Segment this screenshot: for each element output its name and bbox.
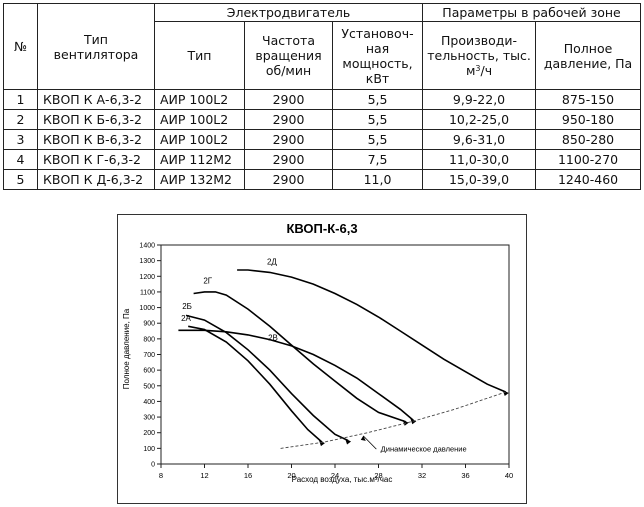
- cell-motor: АИР 132М2: [154, 169, 245, 190]
- header-power: Установоч-ная мощность, кВт: [331, 21, 424, 90]
- annotation-dynamic-pressure: Динамическое давление: [381, 444, 467, 453]
- cell-capacity: 10,2-25,0: [422, 109, 537, 130]
- header-motor-group: Электродвигатель: [153, 3, 424, 22]
- cell-speed: 2900: [244, 149, 333, 170]
- cell-no: 1: [3, 89, 38, 110]
- cell-power: 5,5: [331, 89, 424, 110]
- header-params-group: Параметры в рабочей зоне: [422, 3, 642, 22]
- cell-no: 4: [3, 149, 38, 170]
- header-no: №: [3, 3, 38, 90]
- cell-fan: КВОП К А-6,3-2: [37, 89, 155, 110]
- cell-no: 5: [3, 169, 38, 190]
- cell-power: 11,0: [331, 169, 424, 190]
- series-end-arrow: [318, 440, 325, 447]
- series-label: 2Б: [182, 302, 192, 311]
- series-label: 2Г: [203, 276, 212, 285]
- y-axis-label: Полное давление, Па: [122, 308, 131, 389]
- cell-power: 7,5: [331, 149, 424, 170]
- series-label: 2Д: [267, 258, 277, 267]
- series-line-2Д: [237, 269, 507, 393]
- x-tick-label: 20: [287, 471, 295, 480]
- table-row: 2 КВОП К Б-6,3-2 АИР 100L2 2900 5,5 10,2…: [3, 109, 642, 130]
- cell-capacity: 15,0-39,0: [422, 169, 537, 190]
- cell-motor: АИР 100L2: [154, 89, 245, 110]
- x-tick-label: 28: [374, 471, 382, 480]
- y-tick-label: 200: [143, 430, 155, 437]
- series-line-dynamic-pressure: [280, 391, 506, 449]
- header-speed: Частота вращения об/мин: [244, 21, 333, 90]
- cell-capacity: 9,6-31,0: [422, 129, 537, 150]
- cell-pressure: 1240-460: [535, 169, 642, 190]
- y-tick-label: 1200: [139, 274, 155, 281]
- cell-power: 5,5: [331, 109, 424, 130]
- plot-area: 8 12 16 20 24 28 32 36 4001002003004005006007008…: [139, 243, 513, 481]
- cell-fan: КВОП К В-6,3-2: [37, 129, 155, 150]
- x-tick-label: 24: [331, 471, 339, 480]
- y-tick-label: 1400: [139, 243, 155, 250]
- cell-motor: АИР 100L2: [154, 109, 245, 130]
- x-tick-label: 36: [461, 471, 469, 480]
- annotation-pointer: [362, 435, 377, 450]
- series-end-arrow: [345, 438, 352, 445]
- header-capacity: Производи-тельность, тыс. м3/ч: [422, 21, 537, 90]
- fan-performance-chart: КВОП-К-6,3 8 12 16 20 24 28 32 36 40010020030040…: [117, 214, 527, 504]
- cell-pressure: 875-150: [535, 89, 642, 110]
- y-tick-label: 0: [151, 462, 155, 469]
- cell-motor: АИР 112М2: [154, 149, 245, 170]
- table-row: 3 КВОП К В-6,3-2 АИР 100L2 2900 5,5 9,6-…: [3, 129, 642, 150]
- y-tick-label: 900: [143, 321, 155, 328]
- cell-speed: 2900: [244, 109, 333, 130]
- cell-motor: АИР 100L2: [154, 129, 245, 150]
- cell-capacity: 11,0-30,0: [422, 149, 537, 170]
- cell-speed: 2900: [244, 169, 333, 190]
- y-tick-label: 100: [143, 446, 155, 453]
- y-tick-label: 800: [143, 336, 155, 343]
- cell-speed: 2900: [244, 129, 333, 150]
- y-tick-label: 1000: [139, 305, 155, 312]
- cell-no: 2: [3, 109, 38, 130]
- header-pressure: Полное давление, Па: [535, 21, 642, 90]
- y-tick-label: 1300: [139, 258, 155, 265]
- y-tick-label: 300: [143, 415, 155, 422]
- cell-capacity: 9,9-22,0: [422, 89, 537, 110]
- y-tick-label: 600: [143, 368, 155, 375]
- header-fan-type: Тип вентилятора: [37, 3, 155, 90]
- cell-power: 5,5: [331, 129, 424, 150]
- x-tick-label: 40: [505, 471, 513, 480]
- y-tick-label: 400: [143, 399, 155, 406]
- y-tick-label: 500: [143, 383, 155, 390]
- y-tick-label: 1100: [140, 289, 155, 296]
- series-line-2Г: [193, 291, 406, 423]
- series-line-2А: [188, 325, 323, 443]
- cell-speed: 2900: [244, 89, 333, 110]
- cell-pressure: 950-180: [535, 109, 642, 130]
- x-axis-label: Расход воздуха, тыс.м³/час: [292, 475, 393, 484]
- cell-fan: КВОП К Д-6,3-2: [37, 169, 155, 190]
- series-line-2Б: [185, 314, 349, 442]
- series-line-2В: [178, 329, 414, 421]
- series-end-arrow: [502, 390, 509, 397]
- fan-spec-table: № Тип вентилятора Электродвигатель Парам…: [3, 3, 642, 190]
- series-label: 2В: [268, 333, 278, 342]
- cell-no: 3: [3, 129, 38, 150]
- cell-pressure: 850-280: [535, 129, 642, 150]
- series-label: 2А: [181, 314, 191, 323]
- cell-fan: КВОП К Г-6,3-2: [37, 149, 155, 170]
- table-row: 5 КВОП К Д-6,3-2 АИР 132М2 2900 11,0 15,…: [3, 169, 642, 190]
- chart-title: КВОП-К-6,3: [286, 221, 357, 236]
- y-tick-label: 700: [143, 352, 155, 359]
- x-tick-label: 8: [159, 471, 163, 480]
- table-row: 1 КВОП К А-6,3-2 АИР 100L2 2900 5,5 9,9-…: [3, 89, 642, 110]
- cell-pressure: 1100-270: [535, 149, 642, 170]
- x-tick-label: 32: [418, 471, 426, 480]
- x-tick-label: 16: [244, 471, 252, 480]
- annotation-arrowhead: [360, 435, 366, 441]
- header-motor-type: Тип: [154, 21, 245, 90]
- x-tick-label: 12: [200, 471, 208, 480]
- table-row: 4 КВОП К Г-6,3-2 АИР 112М2 2900 7,5 11,0…: [3, 149, 642, 170]
- cell-fan: КВОП К Б-6,3-2: [37, 109, 155, 130]
